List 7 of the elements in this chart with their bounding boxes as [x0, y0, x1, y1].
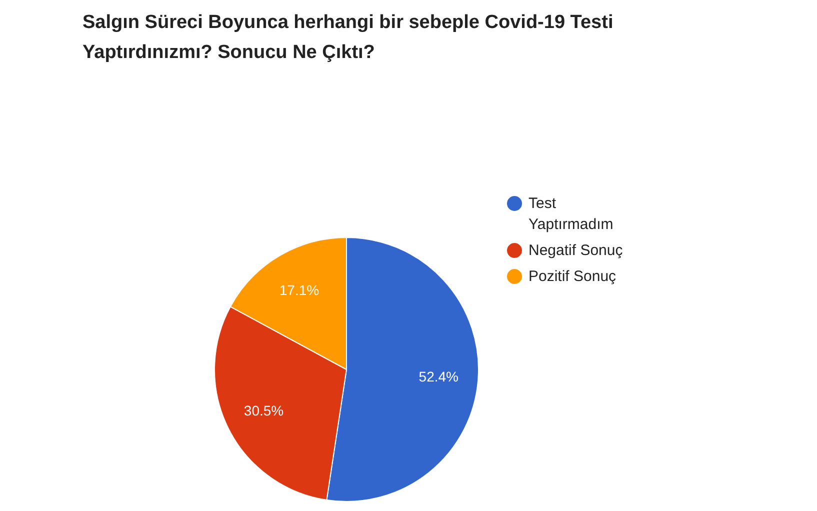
- legend-label: Negatif Sonuç: [528, 242, 624, 259]
- data-label: 17.1%: [279, 282, 320, 298]
- data-label: 30.5%: [244, 402, 284, 419]
- chart-title: Salgın Süreci Boyunca herhangi bir sebeple Covid-19 Testi Yaptırdınızmı? Sonucu Ne Çıktı?: [82, 12, 614, 63]
- legend-label: Test Yaptırmadım: [528, 195, 614, 233]
- data-label: 52.4%: [418, 368, 458, 384]
- legend-label: Pozitif Sonuç: [528, 268, 617, 285]
